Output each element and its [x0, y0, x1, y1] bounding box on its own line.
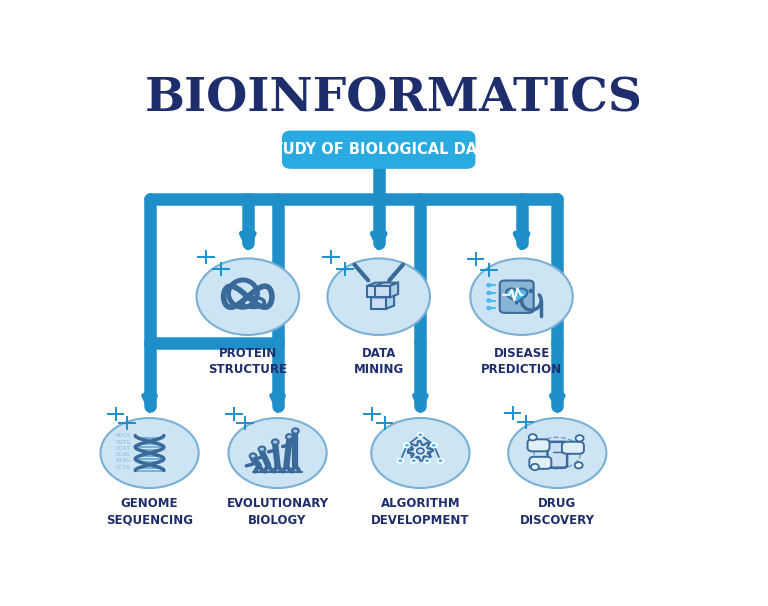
Text: GENOME
SEQUENCING: GENOME SEQUENCING: [106, 498, 193, 527]
Polygon shape: [372, 298, 386, 308]
FancyBboxPatch shape: [282, 130, 475, 169]
Polygon shape: [506, 288, 528, 304]
Circle shape: [292, 428, 299, 433]
FancyBboxPatch shape: [500, 281, 534, 313]
Circle shape: [438, 459, 443, 463]
Circle shape: [574, 462, 583, 468]
Circle shape: [424, 459, 430, 463]
Polygon shape: [372, 294, 394, 298]
Ellipse shape: [470, 258, 573, 335]
Circle shape: [259, 447, 265, 451]
Polygon shape: [367, 282, 390, 286]
Polygon shape: [376, 286, 390, 298]
Polygon shape: [390, 282, 398, 298]
Polygon shape: [376, 282, 398, 286]
Text: STUDY OF BIOLOGICAL DATA: STUDY OF BIOLOGICAL DATA: [262, 142, 496, 157]
Ellipse shape: [327, 258, 430, 335]
Circle shape: [397, 459, 403, 463]
Circle shape: [404, 443, 410, 448]
Circle shape: [531, 464, 539, 470]
Circle shape: [487, 291, 491, 295]
Text: DISEASE
PREDICTION: DISEASE PREDICTION: [481, 347, 562, 376]
Text: ATAG: ATAG: [116, 459, 131, 464]
Circle shape: [529, 290, 533, 293]
FancyBboxPatch shape: [529, 457, 551, 469]
Polygon shape: [386, 294, 394, 308]
Polygon shape: [417, 448, 424, 454]
Ellipse shape: [197, 258, 299, 335]
Text: CCAG: CCAG: [116, 452, 131, 457]
Ellipse shape: [508, 418, 607, 488]
Circle shape: [487, 284, 491, 287]
Circle shape: [411, 459, 416, 463]
Circle shape: [528, 434, 537, 441]
Polygon shape: [382, 282, 390, 298]
Circle shape: [418, 433, 423, 437]
Text: TGTG: TGTG: [116, 439, 131, 445]
FancyBboxPatch shape: [548, 442, 567, 468]
Text: EVOLUTIONARY
BIOLOGY: EVOLUTIONARY BIOLOGY: [227, 498, 329, 527]
Text: CCTG: CCTG: [116, 465, 131, 470]
Text: CCAT: CCAT: [116, 446, 131, 451]
Circle shape: [431, 443, 437, 448]
Polygon shape: [367, 286, 382, 298]
Circle shape: [487, 299, 491, 302]
FancyBboxPatch shape: [562, 442, 584, 454]
Text: DRUG
DISCOVERY: DRUG DISCOVERY: [520, 498, 594, 527]
Circle shape: [250, 453, 257, 459]
Circle shape: [487, 307, 491, 310]
Ellipse shape: [101, 418, 199, 488]
Ellipse shape: [228, 418, 326, 488]
FancyBboxPatch shape: [528, 439, 550, 451]
Text: BIOINFORMATICS: BIOINFORMATICS: [144, 75, 643, 121]
Text: AGCA: AGCA: [116, 433, 131, 438]
Circle shape: [272, 439, 279, 445]
Circle shape: [286, 434, 293, 439]
Text: ALGORITHM
DEVELOPMENT: ALGORITHM DEVELOPMENT: [371, 498, 470, 527]
Polygon shape: [408, 441, 433, 461]
Circle shape: [575, 435, 584, 441]
Text: PROTEIN
STRUCTURE: PROTEIN STRUCTURE: [208, 347, 287, 376]
Ellipse shape: [371, 418, 469, 488]
Text: DATA
MINING: DATA MINING: [353, 347, 404, 376]
